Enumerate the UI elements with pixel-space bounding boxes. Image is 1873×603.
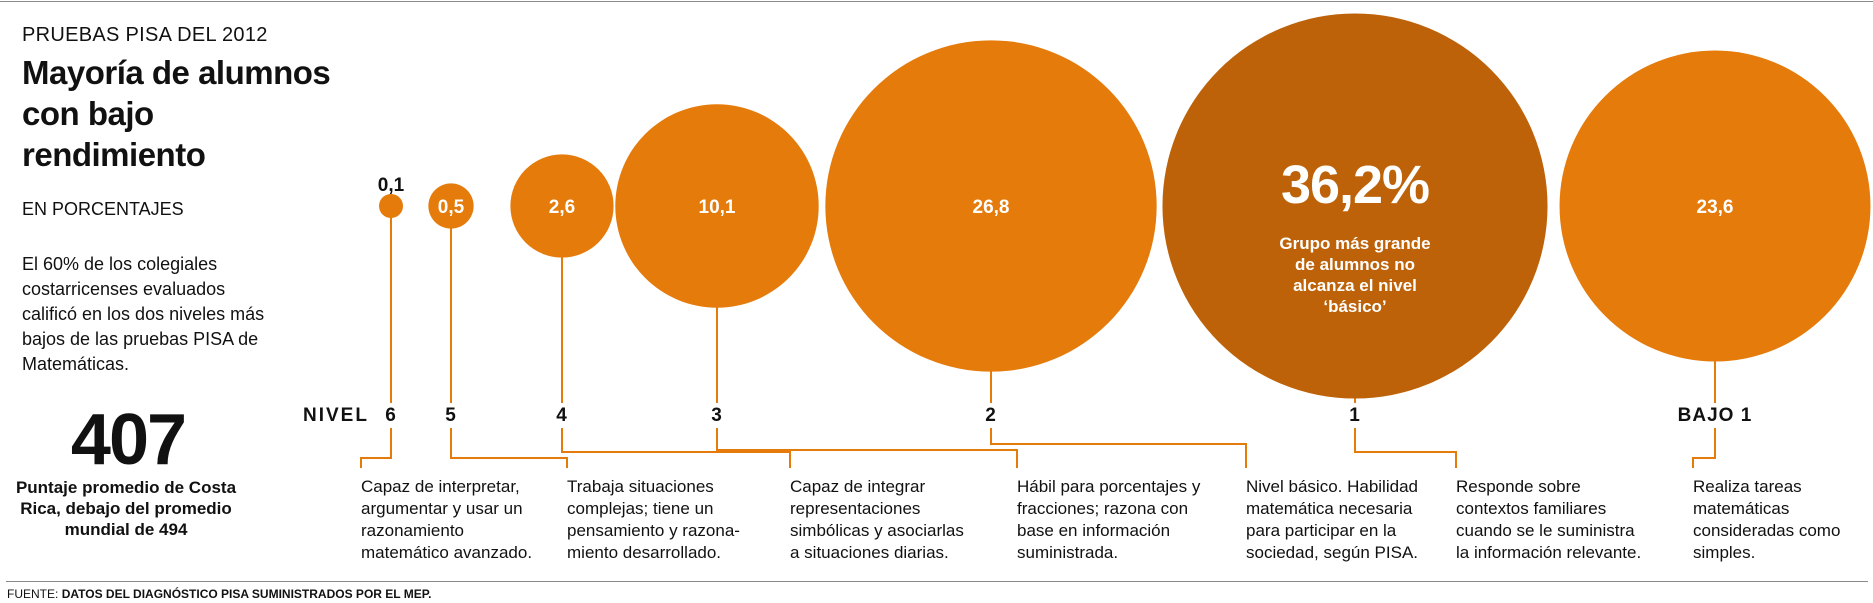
level-description-line: Trabaja situaciones [567,477,714,496]
bubble-level-bajo-1 [1559,50,1871,362]
level-description-line: cuando se le suministra [1456,521,1635,540]
level-label: 6 [385,405,397,426]
level-description-line: contextos familiares [1456,499,1607,518]
axis-label: NIVEL [303,405,369,426]
level-description-line: a situaciones diarias. [790,543,949,562]
level-description-line: pensamiento y razona- [567,521,740,540]
level-description-line: simbólicas y asociarlas [790,521,964,540]
bubble-level-5 [428,183,474,229]
average-score: 407 [70,400,187,480]
source-label: FUENTE: [7,587,59,601]
level-description: Nivel básico. Habilidad matemática necesa… [1246,476,1418,564]
value-label: 23,6 [1697,197,1734,218]
highlight-note-line: ‘básico’ [1323,297,1386,316]
kicker: PRUEBAS PISA DEL 2012 [22,24,268,46]
source-text: DATOS DEL DIAGNÓSTICO PISA SUMINISTRADOS… [61,587,432,601]
level-description: Capaz de integrar representaciones simbóli… [790,476,964,564]
level-label: BAJO 1 [1678,405,1753,426]
elbow-connector [561,428,791,468]
level-label: 2 [985,405,997,426]
level-description-line: Nivel básico. Habilidad [1246,477,1418,496]
value-label: 26,8 [973,197,1010,218]
level-label: 4 [556,405,568,426]
level-description: Capaz de interpretar, argumentar y usar u… [361,476,532,564]
level-description: Trabaja situaciones complejas; tiene un pe… [567,476,740,564]
level-label: 1 [1349,405,1361,426]
level-description-line: suministrada. [1017,543,1119,562]
level-description-line: argumentar y usar un [361,499,523,518]
level-description-line: miento desarrollado. [567,543,722,562]
level-description-line: representaciones [790,499,921,518]
bubble-level-6 [379,194,403,218]
level-description-line: la información relevante. [1456,543,1642,562]
bubble-level-4 [510,154,614,258]
value-label: 0,5 [438,197,465,218]
elbow-connector [1692,428,1716,468]
bottom-rule [6,581,1868,582]
elbow-connector [990,428,1247,468]
level-description-line: complejas; tiene un [567,499,714,518]
highlight-note-line: alcanza el nivel [1293,276,1417,295]
level-description-line: razonamiento [361,521,465,540]
level-description-line: Realiza tareas [1693,477,1802,496]
value-label: 10,1 [699,197,736,218]
page-title: Mayoría de alumnos con bajo rendimiento [22,54,331,173]
highlight-note-line: de alumnos no [1295,255,1415,274]
level-description-line: matemático avanzado. [361,543,533,562]
level-description: Responde sobre contextos familiares cuando… [1456,476,1641,564]
bubble-level-2 [825,40,1157,372]
bubble-level-3 [615,104,819,308]
source-note: FUENTE: DATOS DEL DIAGNÓSTICO PISA SUMIN… [7,587,432,601]
level-description-line: para participar en la [1246,521,1397,540]
level-description-line: sociedad, según PISA. [1246,543,1419,562]
level-label: 5 [445,405,457,426]
level-description-line: base en información [1017,521,1171,540]
level-description-line: fracciones; razona con [1017,499,1189,518]
level-description: Realiza tareas matemáticas consideradas co… [1693,476,1840,564]
highlight-note: Grupo más grande de alumnos no alcanza el … [1279,234,1430,316]
intro-text: El 60% de los colegiales costarricenses … [22,254,265,374]
value-label: 2,6 [549,197,575,218]
units-label: EN PORCENTAJES [22,199,184,219]
highlight-note-line: Grupo más grande [1279,234,1430,253]
level-description-line: Capaz de interpretar, [361,477,520,496]
elbow-connector [360,428,392,468]
level-description-line: matemáticas [1693,499,1790,518]
average-score-caption: Puntaje promedio de Costa Rica, debajo d… [15,478,237,539]
level-description-line: Capaz de integrar [790,477,926,496]
level-description-line: Hábil para porcentajes y [1017,477,1201,496]
level-description-line: simples. [1693,543,1756,562]
elbow-connector [716,428,1018,468]
level-description: Hábil para porcentajes y fracciones; razo… [1017,476,1200,564]
level-description-line: consideradas como [1693,521,1841,540]
elbow-connector [450,428,568,468]
level-label: 3 [711,405,723,426]
bubble-level-1 [1162,13,1548,399]
level-description-line: matemática necesaria [1246,499,1413,518]
top-rule [0,1,1873,2]
elbow-connector [1354,428,1457,468]
value-label: 36,2% [1281,155,1429,215]
value-label: 0,1 [378,175,405,196]
level-description-line: Responde sobre [1456,477,1581,496]
